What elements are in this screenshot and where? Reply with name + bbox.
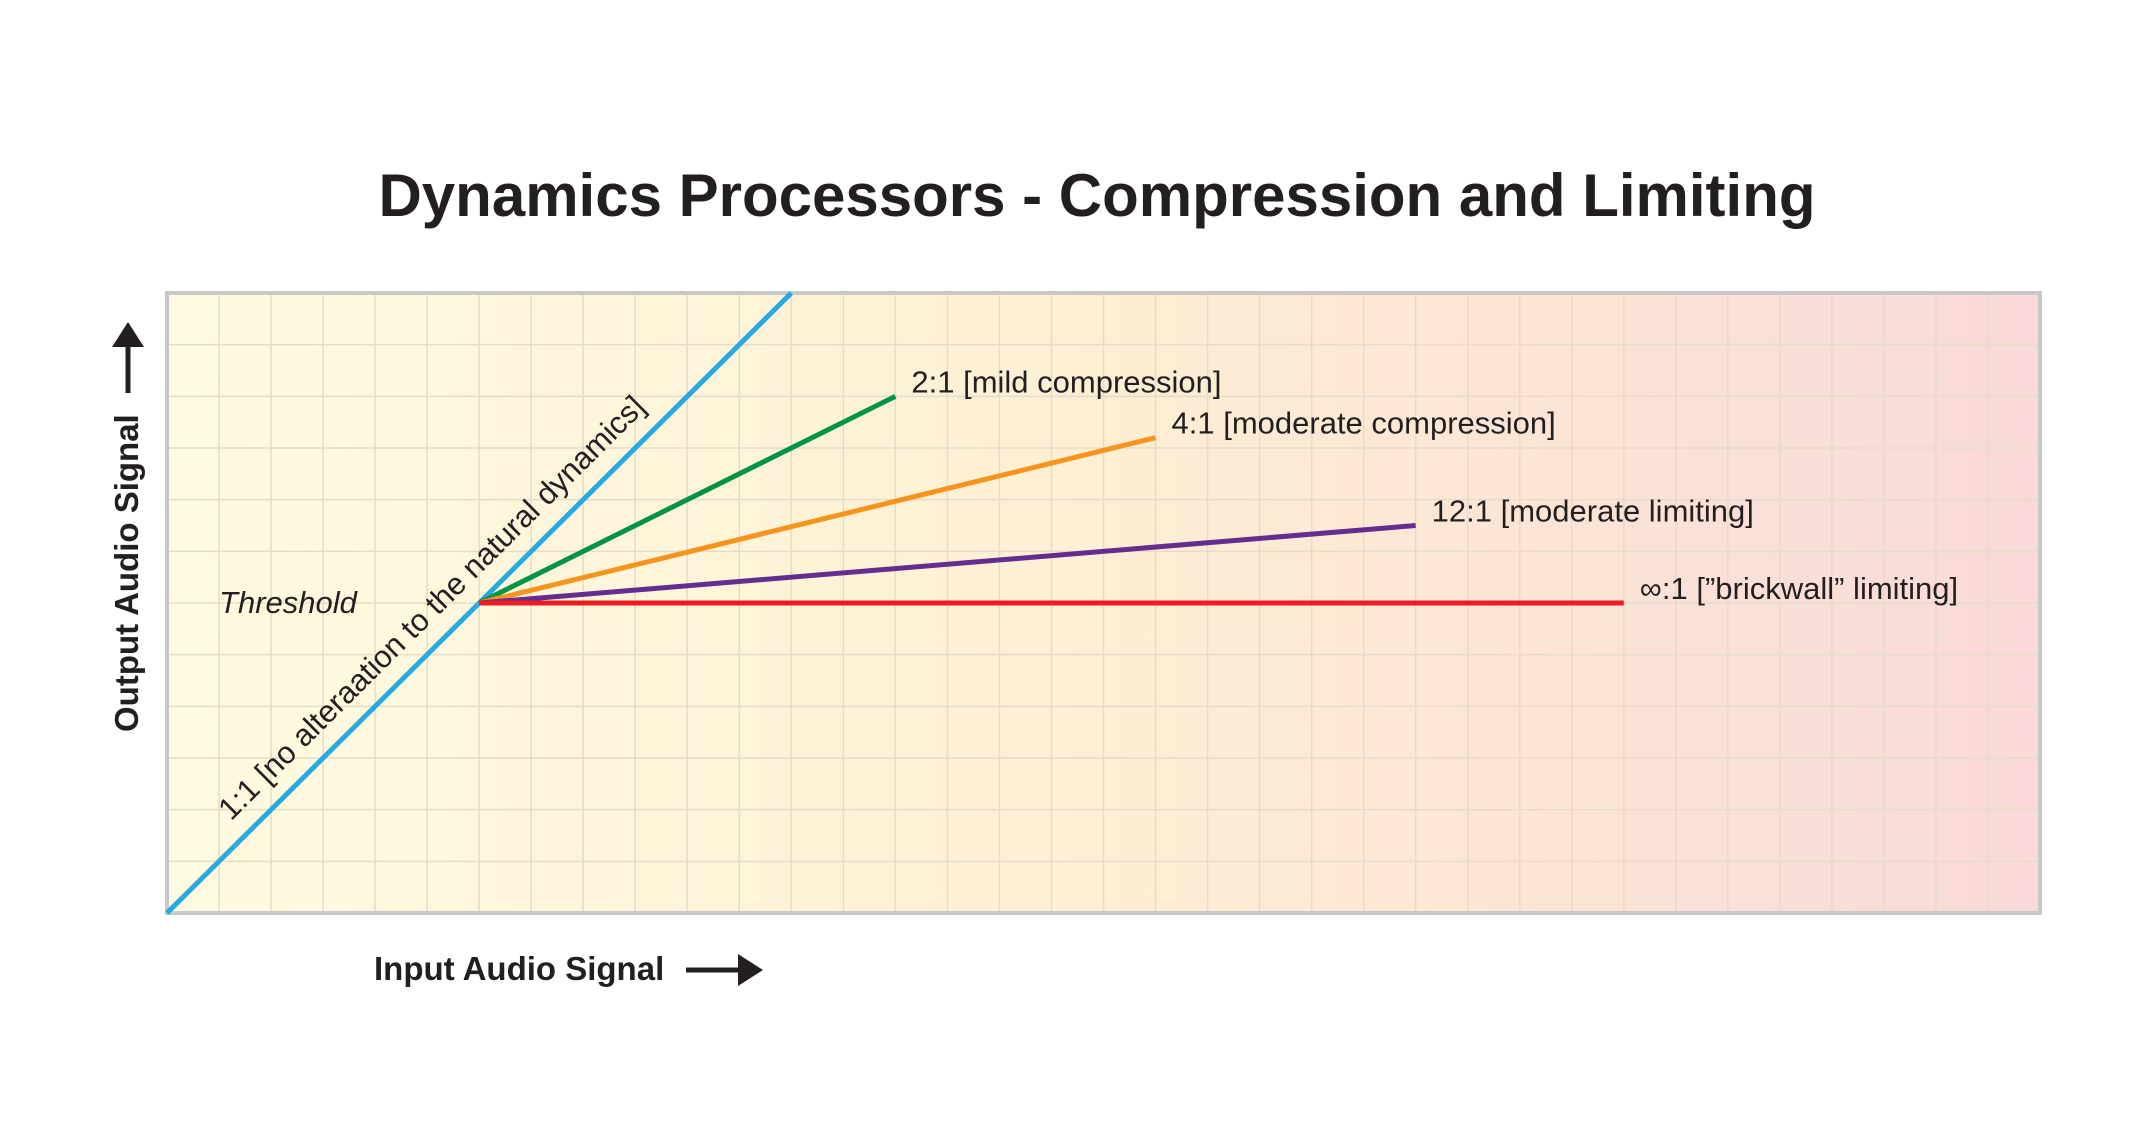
- series-label-3: 12:1 [moderate limiting]: [1432, 494, 1754, 529]
- y-axis-label: Output Audio Signal: [108, 414, 145, 732]
- x-axis-arrow-icon: [686, 954, 763, 986]
- chart-title: Dynamics Processors - Compression and Li…: [378, 162, 1815, 229]
- series-line-3: [478, 523, 1416, 606]
- series-label-2: 4:1 [moderate compression]: [1172, 406, 1556, 441]
- series-line-1: [478, 394, 897, 606]
- x-axis-label: Input Audio Signal: [374, 950, 664, 987]
- series-line-2: [478, 435, 1157, 606]
- threshold-label: Threshold: [219, 585, 359, 620]
- series-label-4: ∞:1 [”brickwall” limiting]: [1640, 571, 1958, 606]
- y-axis-arrow-icon: [112, 322, 144, 393]
- series-label-1: 2:1 [mild compression]: [911, 364, 1221, 399]
- plot-frame: [165, 291, 2042, 915]
